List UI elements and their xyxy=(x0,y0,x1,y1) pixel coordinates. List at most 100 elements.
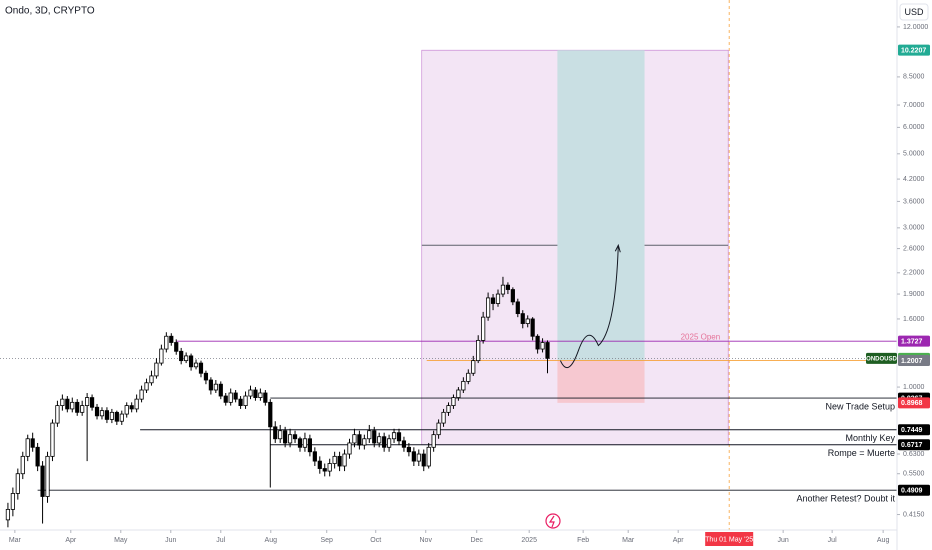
currency-label[interactable]: USD xyxy=(904,7,924,17)
candle-body xyxy=(530,318,535,337)
candle-body xyxy=(179,350,184,362)
candle-body xyxy=(75,401,80,413)
candle-body xyxy=(273,426,278,440)
candle-body xyxy=(94,406,100,417)
candle-body xyxy=(367,430,372,440)
y-tick-label: 0.4150 xyxy=(903,511,925,518)
level-label: Rompe = Muerte xyxy=(828,448,895,458)
candle-body xyxy=(233,392,238,400)
candle-body xyxy=(362,438,367,446)
price-tag xyxy=(898,355,930,367)
candle-body xyxy=(386,438,392,448)
candle-body xyxy=(411,451,416,462)
candle-body xyxy=(20,455,25,475)
candle-body xyxy=(99,410,105,417)
y-tick-label: 1.6000 xyxy=(903,316,925,323)
candle-body xyxy=(159,348,164,364)
candle-body xyxy=(297,438,303,448)
candle-body xyxy=(451,397,456,406)
candle-body xyxy=(287,434,293,444)
candle-body xyxy=(441,411,446,424)
y-tick-label: 5.0000 xyxy=(903,151,925,158)
cursor-label: Thu 01 May '25 xyxy=(705,536,753,543)
x-tick-label: Mar xyxy=(622,537,635,544)
candle-body xyxy=(283,430,288,444)
candle-body xyxy=(188,355,194,368)
candle-body xyxy=(258,392,263,398)
candle-body xyxy=(505,284,511,290)
candle-body xyxy=(50,422,55,457)
candle-body xyxy=(466,372,471,382)
candle-body xyxy=(535,335,540,350)
candle-body xyxy=(426,446,431,467)
x-tick-label: Jul xyxy=(828,537,837,544)
candle-body xyxy=(495,293,501,304)
symbol-label: ONDOUSD xyxy=(866,356,897,362)
y-tick-label: 2.6000 xyxy=(903,245,925,252)
candle-body xyxy=(292,434,298,440)
chart-title: Ondo, 3D, CRYPTO xyxy=(5,6,95,17)
candle-body xyxy=(372,430,377,444)
candle-body xyxy=(129,405,134,410)
level-label: New Trade Setup xyxy=(825,401,895,411)
candle-body xyxy=(218,383,223,397)
candle-body xyxy=(109,411,114,420)
candle-body xyxy=(248,389,253,397)
price-tag xyxy=(898,484,930,496)
candle-body xyxy=(322,468,327,472)
candle-body xyxy=(337,455,342,467)
y-tick-label: 2.2000 xyxy=(903,270,925,277)
candle-body xyxy=(302,438,308,448)
candle-body xyxy=(30,438,35,448)
candle-body xyxy=(144,382,149,391)
candle-body xyxy=(545,342,550,359)
candle-body xyxy=(10,493,15,510)
candle-body xyxy=(431,434,436,448)
candle-body xyxy=(515,301,520,315)
x-tick-label: 2025 xyxy=(521,537,537,544)
candle-body xyxy=(456,389,461,398)
candle-body xyxy=(520,313,525,324)
candle-body xyxy=(342,453,347,467)
price-tag xyxy=(898,335,930,347)
y-tick-label: 8.5000 xyxy=(903,74,925,81)
price-axis-bg xyxy=(897,0,932,550)
candle-body xyxy=(5,508,11,521)
candle-body xyxy=(174,342,179,352)
x-tick-label: Aug xyxy=(265,537,278,544)
candle-body xyxy=(391,432,397,440)
price-tag xyxy=(898,397,930,409)
candle-body xyxy=(89,397,95,408)
currency-button[interactable] xyxy=(899,3,929,21)
candle-body xyxy=(332,455,337,464)
y-tick-label: 1.0000 xyxy=(903,384,925,391)
candle-body xyxy=(45,455,50,497)
candle-body xyxy=(124,405,129,415)
candle-body xyxy=(134,398,139,410)
candle-body xyxy=(253,389,258,398)
candle-body xyxy=(169,335,174,343)
x-tick-label: Mar xyxy=(9,537,22,544)
candle-body xyxy=(184,355,189,362)
back-layer xyxy=(0,0,897,530)
candle-body xyxy=(540,342,545,350)
x-tick-label: Feb xyxy=(577,537,589,544)
price-tag-label: 0.8968 xyxy=(901,400,923,407)
candle-body xyxy=(213,383,218,391)
candle-body xyxy=(85,397,90,406)
price-tag-label: 0.6717 xyxy=(901,442,923,449)
candle-body xyxy=(347,442,352,455)
symbol-tag xyxy=(866,352,897,364)
x-tick-label: Apr xyxy=(65,537,77,544)
x-tick-label: Jun xyxy=(165,537,176,544)
candle-body xyxy=(436,422,441,436)
y-tick-label: 3.0000 xyxy=(903,225,925,232)
x-tick-label: Dec xyxy=(470,537,483,544)
price-tag-label: 10.2207 xyxy=(901,48,926,55)
logo-bolt xyxy=(548,515,555,528)
candle-body xyxy=(357,434,362,446)
candle-body xyxy=(481,316,486,341)
candle-body xyxy=(263,392,268,403)
